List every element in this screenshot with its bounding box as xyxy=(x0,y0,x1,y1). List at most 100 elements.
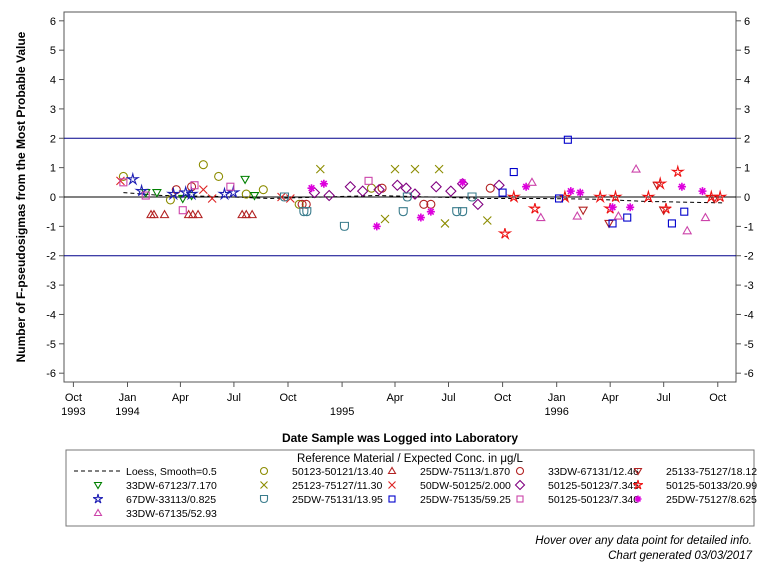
data-point xyxy=(400,182,412,194)
data-point xyxy=(249,191,260,201)
legend-item-label: 50123-50121/13.40 xyxy=(292,466,383,478)
y-tick-label-left: -4 xyxy=(46,309,56,321)
data-point xyxy=(440,219,450,228)
legend-swatch xyxy=(92,493,104,504)
data-point xyxy=(366,183,377,193)
y-tick-label-right: 6 xyxy=(744,16,750,28)
legend-swatch xyxy=(259,494,269,504)
data-point xyxy=(452,207,462,217)
data-point xyxy=(277,192,286,202)
legend-box xyxy=(65,449,755,527)
data-point xyxy=(178,185,193,199)
data-point xyxy=(297,199,307,209)
data-point xyxy=(241,189,251,199)
legend-swatch xyxy=(632,479,644,490)
x-tick-label: Jan xyxy=(548,392,566,404)
legend-item-label: 25123-75127/11.30 xyxy=(292,480,382,492)
data-point xyxy=(339,221,349,231)
legend-item-label: 50125-50123/7.340 xyxy=(548,494,639,506)
data-point xyxy=(149,209,159,219)
hover-note: Hover over any data point for detailed i… xyxy=(535,535,752,547)
data-point xyxy=(626,203,635,212)
data-point xyxy=(658,203,672,214)
legend-item-label: 25DW-75131/13.95 xyxy=(292,494,383,506)
y-tick-label-left: -3 xyxy=(46,280,56,292)
data-point xyxy=(698,187,707,196)
data-point xyxy=(364,176,373,185)
legend-item-label: 67DW-33113/0.825 xyxy=(126,494,216,506)
legend-item-label: 33DW-67131/12.46 xyxy=(548,466,639,478)
data-point xyxy=(409,188,421,200)
legend-item-label: 50125-50133/20.99 xyxy=(666,480,757,492)
x-tick-label: Oct xyxy=(494,392,511,404)
legend-swatch xyxy=(515,466,525,476)
data-point xyxy=(356,185,369,197)
data-point xyxy=(302,207,312,217)
legend-swatch xyxy=(387,466,397,475)
data-point xyxy=(667,219,676,228)
data-point xyxy=(554,194,564,203)
x-tick-year: 1993 xyxy=(61,406,85,418)
y-tick-label-right: 2 xyxy=(744,133,750,145)
data-point xyxy=(141,191,150,200)
legend-swatch xyxy=(633,467,643,476)
x-tick-label: Oct xyxy=(279,392,296,404)
legend-item-label: 50125-50123/7.345 xyxy=(548,480,639,492)
x-tick-label: Jan xyxy=(119,392,137,404)
y-tick-label-right: -3 xyxy=(744,280,754,292)
data-point xyxy=(315,164,325,174)
data-point xyxy=(578,206,589,216)
y-tick-label-right: 0 xyxy=(744,192,750,204)
legend-swatch xyxy=(93,481,103,490)
y-tick-label-right: 3 xyxy=(744,104,750,116)
legend-item-label: 50DW-50125/2.000 xyxy=(420,480,511,492)
legend-swatch xyxy=(259,466,269,476)
data-point xyxy=(563,135,572,144)
data-point xyxy=(527,177,537,186)
x-tick-label: Apr xyxy=(386,392,403,404)
y-tick-label-left: -5 xyxy=(46,339,56,351)
data-point xyxy=(226,184,241,199)
data-point xyxy=(402,192,412,202)
data-point xyxy=(390,164,400,174)
data-point xyxy=(134,183,149,197)
x-tick-label: Jul xyxy=(441,392,455,404)
y-tick-label-left: 1 xyxy=(50,163,56,175)
data-point xyxy=(535,212,546,222)
legend-item-label: 33DW-67123/7.170 xyxy=(126,480,217,492)
y-tick-label-left: -6 xyxy=(46,368,56,380)
data-point xyxy=(445,185,457,197)
legend-swatch xyxy=(388,481,396,489)
data-point xyxy=(509,167,518,177)
x-axis-title: Date Sample was Logged into Laboratory xyxy=(282,431,518,445)
x-tick-label: Apr xyxy=(602,392,619,404)
y-tick-label-left: 6 xyxy=(50,16,56,28)
x-tick-label: Oct xyxy=(709,392,726,404)
legend-title: Reference Material / Expected Conc. in μ… xyxy=(297,453,523,465)
data-point xyxy=(458,178,467,187)
data-point xyxy=(207,194,217,203)
y-axis-title: Number of F-pseudosigmas from the Most P… xyxy=(14,31,28,362)
data-point xyxy=(190,181,199,190)
y-tick-label-left: 0 xyxy=(50,192,56,204)
data-point xyxy=(497,228,513,240)
data-point xyxy=(419,199,429,209)
data-point xyxy=(391,179,404,192)
data-point xyxy=(198,185,208,195)
generated-note: Chart generated 03/03/2017 xyxy=(608,550,752,562)
data-point xyxy=(372,222,381,231)
data-point xyxy=(241,209,252,219)
legend-item-label: Loess, Smooth=0.5 xyxy=(126,466,217,478)
data-point xyxy=(285,194,295,203)
data-point xyxy=(166,186,181,201)
data-point xyxy=(237,209,248,219)
data-point xyxy=(118,171,128,181)
data-point xyxy=(467,192,477,202)
data-point xyxy=(522,182,531,191)
data-point xyxy=(151,189,162,198)
y-tick-label-left: 5 xyxy=(50,45,56,57)
y-tick-label-left: -2 xyxy=(46,251,56,263)
x-tick-year: 1996 xyxy=(544,406,568,418)
legend-swatch xyxy=(514,479,526,491)
data-point xyxy=(712,189,728,204)
